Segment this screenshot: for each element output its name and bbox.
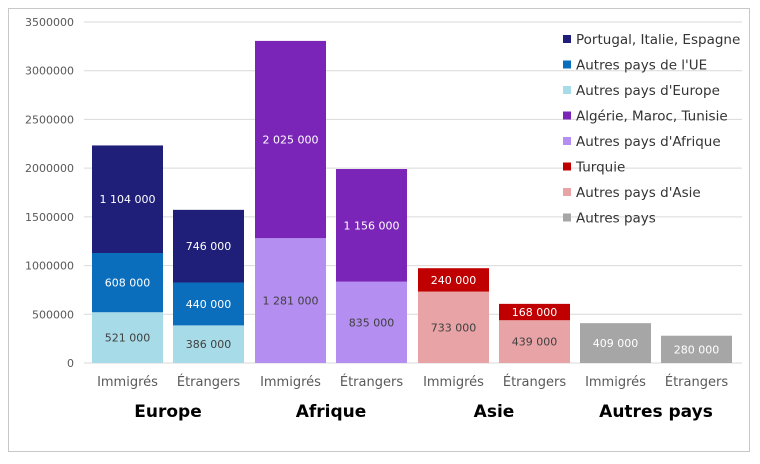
data-label: 608 000 — [105, 277, 151, 290]
data-label: 746 000 — [186, 240, 232, 253]
legend-label: Portugal, Italie, Espagne — [576, 32, 740, 48]
bar-segment — [499, 303, 570, 321]
y-tick-label: 2500000 — [25, 113, 74, 126]
x-category-label: Immigrés — [97, 375, 158, 390]
bar-segment — [173, 209, 244, 283]
legend-label: Turquie — [575, 160, 625, 176]
bar-segment — [92, 312, 163, 363]
bar-segment — [661, 335, 732, 363]
data-label: 439 000 — [512, 336, 558, 349]
bar-segment — [255, 238, 326, 363]
x-category-label: Immigrés — [260, 375, 321, 390]
bar-segment — [580, 323, 651, 363]
group-label: Europe — [134, 402, 201, 422]
x-category-label: Étrangers — [503, 374, 566, 390]
legend-label: Autres pays d'Europe — [576, 83, 720, 99]
data-label: 409 000 — [593, 337, 639, 350]
legend-swatch — [563, 86, 571, 94]
legend-swatch — [563, 213, 571, 222]
y-tick-label: 1000000 — [25, 260, 74, 273]
group-label: Asie — [474, 402, 515, 422]
data-label: 280 000 — [674, 343, 720, 356]
data-label: 440 000 — [186, 298, 232, 311]
legend-label: Algérie, Maroc, Tunisie — [576, 109, 728, 125]
x-category-label: Étrangers — [177, 374, 240, 390]
bar-segment — [418, 291, 489, 363]
data-label: 1 156 000 — [344, 219, 400, 232]
bar-segment — [173, 325, 244, 363]
y-tick-label: 3000000 — [25, 65, 74, 78]
legend-swatch — [563, 60, 571, 69]
y-tick-label: 2000000 — [25, 162, 74, 175]
data-label: 521 000 — [105, 332, 151, 345]
y-tick-label: 0 — [67, 357, 74, 370]
data-label: 240 000 — [431, 274, 477, 287]
bar-segment — [336, 281, 407, 363]
legend-swatch — [563, 188, 571, 196]
bar-segment — [336, 169, 407, 282]
bar-segment — [92, 145, 163, 254]
legend-swatch — [563, 111, 571, 120]
bar-segment — [255, 40, 326, 239]
legend-swatch — [563, 162, 571, 171]
data-label: 386 000 — [186, 338, 232, 351]
data-label: 1 281 000 — [263, 295, 319, 308]
bar-segment — [499, 320, 570, 363]
data-label: 168 000 — [512, 306, 558, 319]
legend-label: Autres pays de l'UE — [576, 58, 707, 74]
legend-swatch — [563, 137, 571, 145]
legend-label: Autres pays d'Asie — [576, 185, 701, 201]
x-category-label: Étrangers — [340, 374, 403, 390]
data-label: 733 000 — [431, 321, 477, 334]
y-tick-label: 500000 — [32, 308, 74, 321]
x-category-label: Étrangers — [665, 374, 728, 390]
legend-swatch — [563, 35, 571, 43]
bar-segment — [418, 268, 489, 292]
bar-segment — [92, 253, 163, 313]
group-label: Afrique — [296, 402, 367, 422]
legend-label: Autres pays — [576, 211, 656, 227]
y-tick-label: 3500000 — [25, 16, 74, 29]
data-label: 2 025 000 — [263, 134, 319, 147]
bar-segment — [173, 282, 244, 326]
x-category-label: Immigrés — [585, 375, 646, 390]
data-label: 835 000 — [349, 316, 395, 329]
x-category-label: Immigrés — [423, 375, 484, 390]
legend-label: Autres pays d'Afrique — [576, 134, 721, 150]
data-label: 1 104 000 — [100, 193, 156, 206]
y-tick-label: 1500000 — [25, 211, 74, 224]
group-label: Autres pays — [599, 402, 713, 422]
